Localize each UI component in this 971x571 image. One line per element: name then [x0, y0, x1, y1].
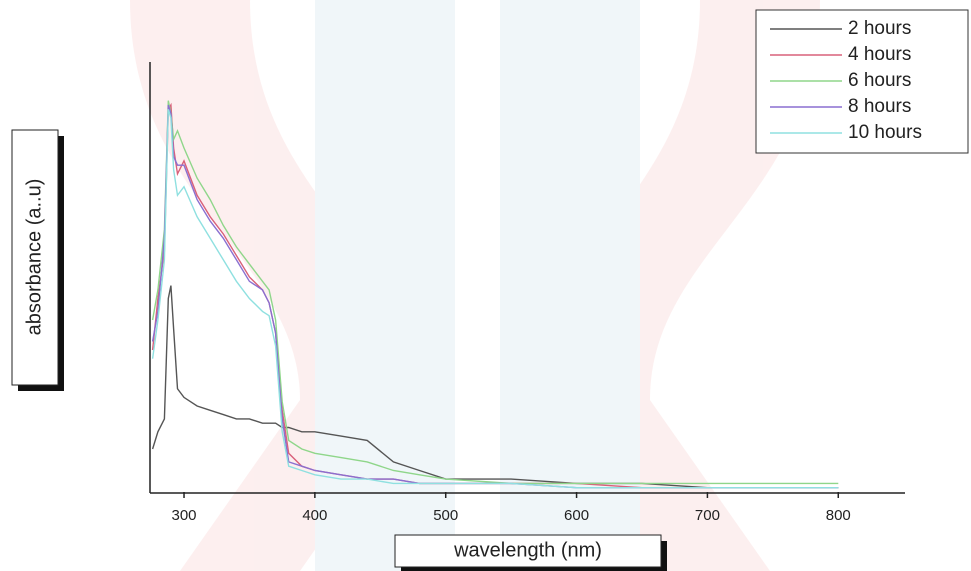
- legend-label: 10 hours: [848, 122, 922, 143]
- x-tick-label: 700: [695, 507, 720, 524]
- legend-label: 8 hours: [848, 96, 911, 117]
- x-axis-title-box: wavelength (nm): [394, 534, 667, 571]
- x-axis-title: wavelength (nm): [453, 539, 602, 561]
- watermark: [130, 0, 820, 571]
- x-tick-label: 400: [302, 507, 327, 524]
- x-tick-label: 300: [172, 507, 197, 524]
- legend-label: 2 hours: [848, 18, 911, 39]
- x-tick-label: 600: [564, 507, 589, 524]
- y-axis-title-box: absorbance (a..u): [11, 129, 64, 391]
- x-tick-label: 500: [433, 507, 458, 524]
- legend-label: 4 hours: [848, 44, 911, 65]
- series-line: [151, 285, 839, 489]
- x-tick-label: 800: [826, 507, 851, 524]
- y-axis-title: absorbance (a..u): [23, 179, 45, 336]
- legend-label: 6 hours: [848, 70, 911, 91]
- series-line: [151, 109, 839, 489]
